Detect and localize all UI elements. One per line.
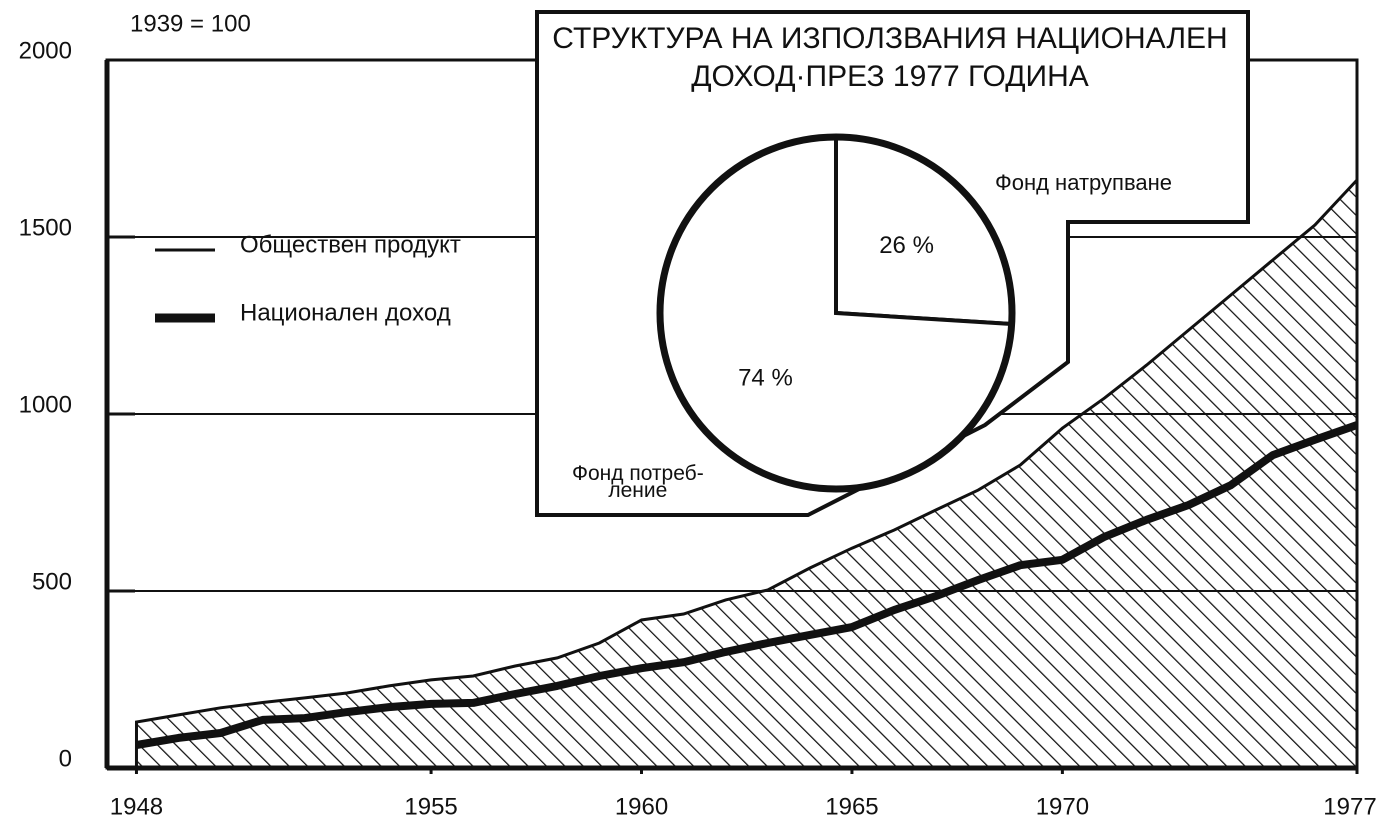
x-tick-label: 1948 [110,793,163,820]
pie-category-label: Фонд потреб- ление [572,462,704,502]
y-tick-label: 0 [59,745,72,772]
line [135,421,1359,749]
x-tick-label: 1960 [615,793,668,820]
x-tick-label: 1965 [825,793,878,820]
y-unit-label: 1939 = 100 [130,10,251,37]
inset-title: СТРУКТУРА НА ИЗПОЛЗВАНИЯ НАЦИОНАЛЕН ДОХО… [552,22,1228,93]
y-tick-label: 2000 [19,37,72,64]
pie-outline [656,133,1016,493]
area [134,176,1359,770]
y-tick-label: 1500 [19,214,72,241]
y-tick-label: 1000 [19,391,72,418]
pie-value-label: 26 % [879,232,934,259]
y-tick-label: 500 [32,568,72,595]
legend-label: Национален доход [240,299,451,326]
pie: 26 % 74 % [656,133,1016,493]
pie-category-label: Фонд натрупване [995,170,1172,195]
x-tick-label: 1977 [1323,793,1376,820]
axes: 0 500 1000 1500 2000 1948 1955 1960 1965 1970 1977 [19,37,1377,820]
pie-value-label: 74 % [738,365,793,392]
legend-label: Обществен продукт [240,231,461,258]
x-tick-label: 1955 [404,793,457,820]
x-tick-label: 1970 [1036,793,1089,820]
plot [134,176,1359,770]
